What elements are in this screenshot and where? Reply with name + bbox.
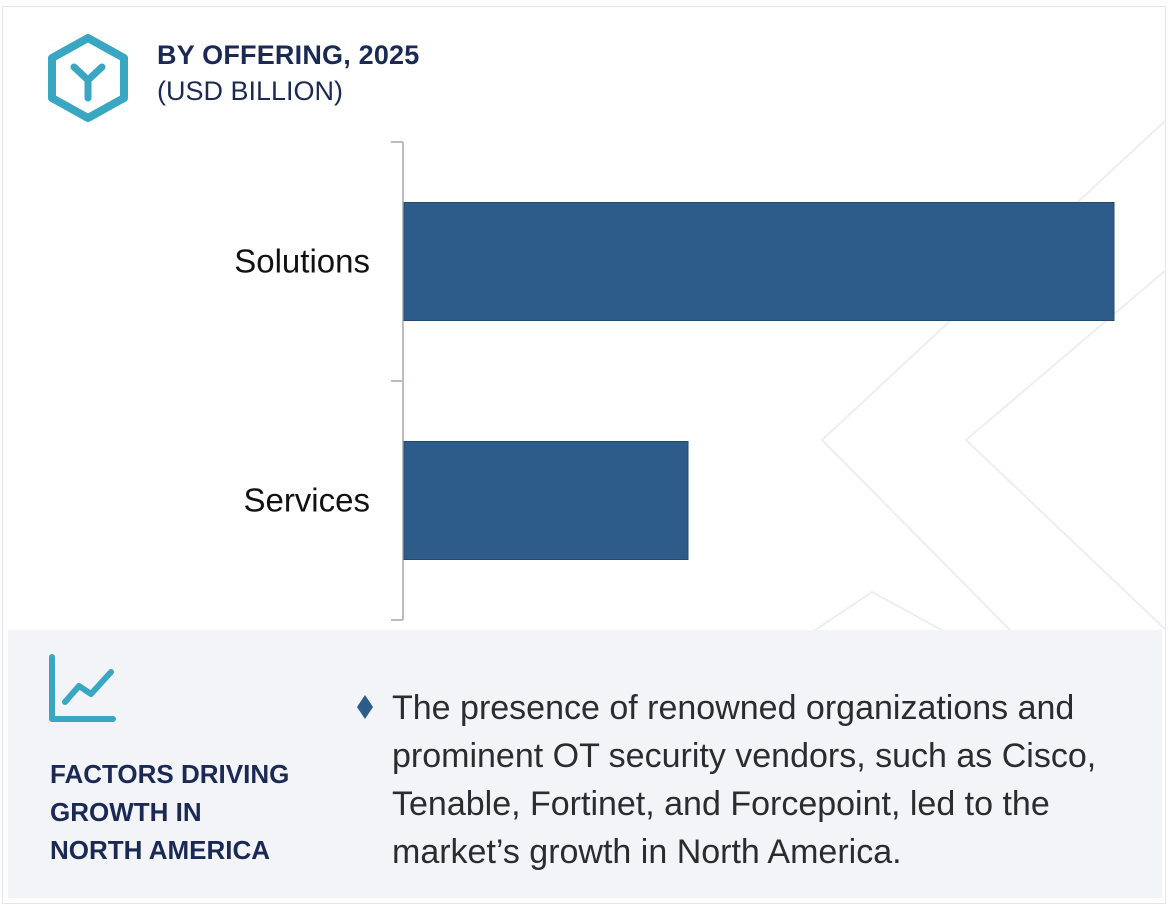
- hexagon-y-logo-icon: [48, 34, 128, 122]
- factors-panel: [8, 630, 1162, 898]
- factors-title: FACTORS DRIVING GROWTH IN NORTH AMERICA: [50, 759, 290, 865]
- diamond-bullet-icon: [357, 695, 373, 719]
- bar-solutions: [403, 202, 1115, 321]
- chart-title: BY OFFERING, 2025: [157, 40, 420, 70]
- chart-subtitle: (USD BILLION): [157, 76, 344, 106]
- factor-text: The presence of renowned organizations a…: [392, 689, 1097, 871]
- category-label-services: Services: [243, 482, 370, 519]
- bar-chart: Solutions Services: [234, 141, 1115, 621]
- category-label-solutions: Solutions: [234, 243, 370, 280]
- trend-chart-icon: [49, 654, 116, 722]
- bar-services: [403, 441, 689, 560]
